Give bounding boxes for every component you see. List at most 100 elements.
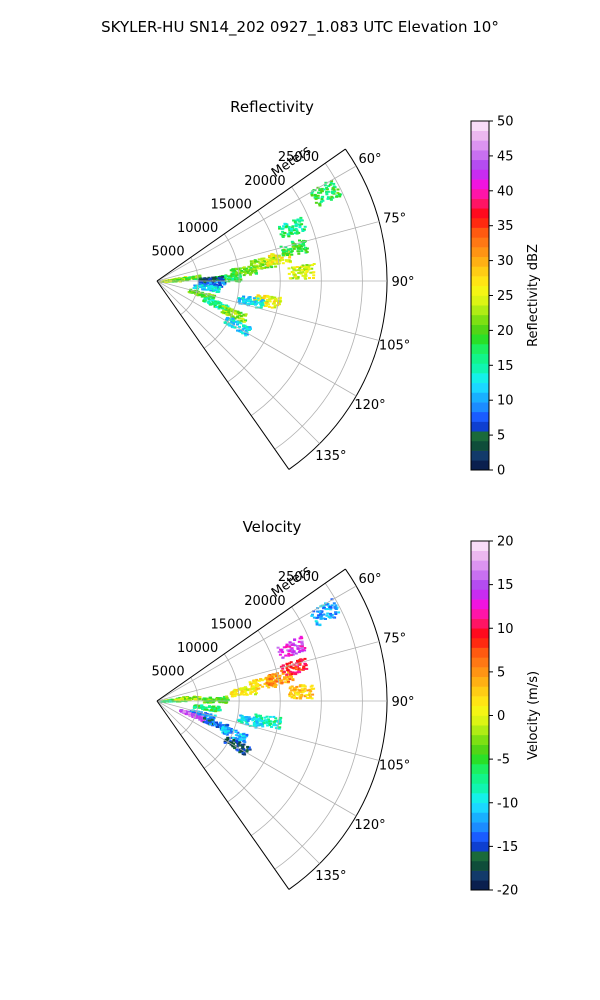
echo-cell — [270, 266, 274, 269]
echo-cell — [248, 681, 252, 684]
echo-cell — [254, 260, 257, 263]
echo-cell — [288, 277, 292, 280]
echo-cell — [270, 296, 274, 299]
echo-cell — [317, 614, 321, 617]
echo-cell — [232, 743, 235, 745]
echo-cell — [257, 261, 261, 264]
echo-cell — [205, 713, 209, 715]
echo-cell — [163, 700, 166, 703]
echo-cell — [300, 637, 304, 640]
echo-cell — [301, 264, 305, 267]
colorbar-tick-label: -5 — [497, 753, 510, 768]
echo-cell — [245, 333, 249, 336]
echo-cell — [295, 266, 299, 268]
echo-cell — [300, 640, 304, 643]
echo-cell — [218, 701, 222, 704]
echo-cell — [217, 277, 221, 280]
echo-cell — [327, 185, 331, 188]
echo-cell — [201, 288, 205, 291]
echo-cell — [289, 654, 293, 657]
colorbar-segment — [471, 570, 489, 581]
echo-cell — [277, 650, 281, 653]
echo-cell — [203, 284, 207, 287]
echo-cell — [260, 266, 264, 269]
echo-cell — [291, 651, 295, 654]
echo-cell — [221, 725, 225, 728]
echo-cell — [209, 713, 213, 716]
echo-cell — [298, 663, 302, 666]
echo-cell — [238, 735, 242, 738]
echo-cell — [232, 744, 236, 747]
echo-cell — [308, 695, 312, 698]
echo-cell — [305, 667, 309, 670]
echo-cell — [307, 266, 310, 269]
echo-cell — [248, 272, 252, 275]
colorbar-segment — [471, 579, 489, 590]
echo-cell — [316, 197, 320, 200]
echo-cell — [325, 603, 329, 606]
echo-cell — [208, 701, 212, 704]
echo-cell — [230, 315, 234, 318]
echo-cell — [209, 720, 213, 723]
colorbar-tick-label: 10 — [497, 622, 514, 637]
echo-cell — [225, 318, 229, 321]
echo-cell — [281, 236, 285, 238]
echo-cell — [257, 718, 261, 721]
echo-cell — [218, 722, 222, 725]
echo-cell — [238, 269, 242, 272]
echo-cell — [326, 190, 330, 193]
echo-cell — [245, 298, 249, 301]
echo-cell — [215, 306, 218, 309]
echo-cell — [334, 611, 338, 614]
echo-cell — [201, 713, 205, 716]
colorbar-segment — [471, 647, 489, 658]
echo-cell — [288, 644, 292, 647]
azimuth-tick-label: 105° — [379, 339, 410, 354]
echo-cell — [284, 654, 288, 657]
echo-cell — [238, 273, 242, 276]
echo-cell — [280, 649, 284, 652]
echo-cell — [235, 273, 239, 276]
echo-cell — [266, 298, 269, 301]
echo-cell — [247, 302, 251, 305]
echo-cell — [296, 645, 300, 648]
echo-cell — [304, 249, 308, 252]
colorbar-segment — [471, 169, 489, 180]
echo-cell — [292, 272, 296, 275]
echo-cluster — [229, 265, 258, 278]
echo-cell — [224, 310, 228, 313]
echo-cell — [242, 268, 246, 271]
echo-cell — [308, 264, 312, 267]
echo-cell — [294, 223, 298, 226]
echo-cell — [304, 277, 308, 280]
reflectivity-colorbar-label: Reflectivity dBZ — [526, 244, 541, 347]
echo-cell — [259, 678, 263, 681]
echo-cell — [214, 286, 218, 289]
echo-cell — [225, 304, 228, 307]
echo-cell — [194, 292, 198, 295]
echo-cell — [244, 272, 248, 275]
colorbar-segment — [471, 667, 489, 678]
echo-cell — [310, 192, 314, 194]
echo-cell — [333, 186, 337, 189]
colorbar-segment — [471, 763, 489, 774]
echo-cell — [221, 729, 225, 731]
echo-cell — [261, 299, 265, 302]
colorbar-tick-label: 5 — [497, 665, 505, 680]
echo-cell — [270, 678, 274, 681]
echo-cell — [227, 311, 231, 314]
echo-cell — [196, 712, 200, 715]
echo-cell — [296, 276, 300, 279]
colorbar-segment — [471, 256, 489, 267]
echo-cell — [330, 598, 334, 601]
echo-cell — [261, 685, 265, 688]
echo-cell — [239, 297, 243, 300]
echo-cell — [219, 279, 223, 282]
echo-cell — [219, 277, 223, 280]
echo-cell — [284, 225, 288, 228]
echo-cell — [199, 713, 203, 715]
echo-cell — [272, 722, 276, 725]
echo-cell — [231, 736, 235, 739]
echo-cell — [243, 716, 247, 718]
echo-cell — [291, 643, 295, 646]
